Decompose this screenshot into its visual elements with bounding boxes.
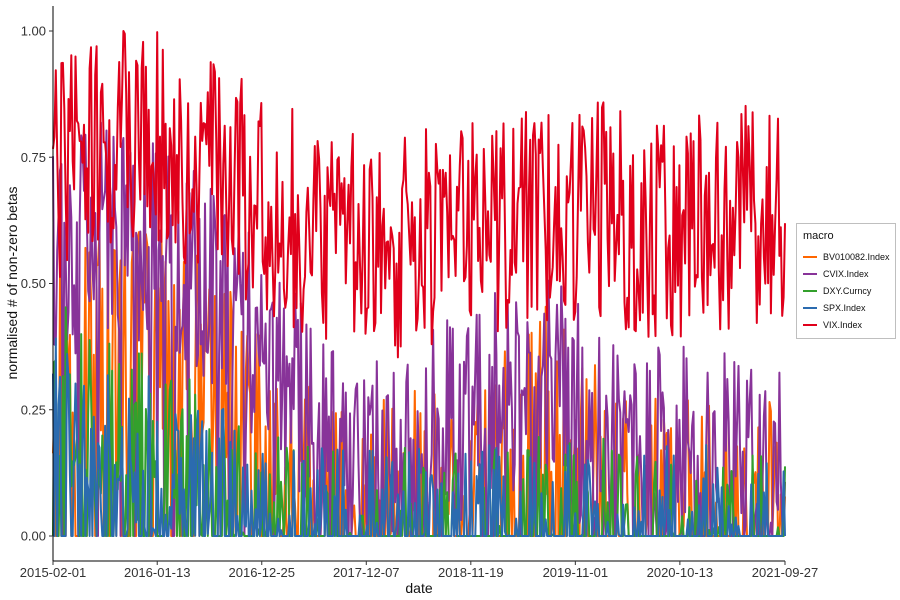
x-tick-label: 2016-01-13 bbox=[124, 565, 191, 580]
x-tick-label: 2016-12-25 bbox=[229, 565, 296, 580]
legend-item: DXY.Curncy bbox=[803, 282, 889, 299]
legend-label: DXY.Curncy bbox=[823, 285, 872, 296]
legend-item: VIX.Index bbox=[803, 316, 889, 333]
legend-title: macro bbox=[803, 230, 834, 242]
legend-item: SPX.Index bbox=[803, 299, 889, 316]
legend-key-vix bbox=[803, 323, 817, 326]
legend-key-dxy bbox=[803, 289, 817, 292]
legend-label: CVIX.Index bbox=[823, 268, 869, 279]
x-axis-title: date bbox=[405, 580, 432, 596]
y-tick-label: 1.00 bbox=[21, 24, 46, 39]
x-tick-label: 2021-09-27 bbox=[752, 565, 819, 580]
y-tick-label: 0.50 bbox=[21, 276, 46, 291]
x-tick-label: 2019-11-01 bbox=[543, 565, 609, 580]
x-tick-label: 2017-12-07 bbox=[333, 565, 400, 580]
series-line-vix-index bbox=[52, 30, 786, 359]
series-line-spx-index bbox=[52, 337, 786, 537]
legend-item: CVIX.Index bbox=[803, 265, 889, 282]
legend-label: VIX.Index bbox=[823, 319, 863, 330]
x-tick-label: 2018-11-19 bbox=[438, 565, 504, 580]
legend: macro BV010082.Index CVIX.Index DXY.Curn… bbox=[796, 223, 896, 339]
y-axis-title: normalised # of non-zero betas bbox=[4, 187, 20, 380]
ticks-layer: 0.00 0.25 0.50 0.75 1.00 2015-02-01 2016-01-13… bbox=[20, 24, 819, 581]
x-tick-label: 2015-02-01 bbox=[20, 565, 87, 580]
legend-key-bv010082 bbox=[803, 255, 817, 258]
legend-key-cvix bbox=[803, 272, 817, 275]
legend-label: BV010082.Index bbox=[823, 251, 890, 262]
y-tick-label: 0.25 bbox=[21, 402, 46, 417]
x-tick-label: 2020-10-13 bbox=[647, 565, 714, 580]
y-tick-label: 0.00 bbox=[21, 529, 46, 544]
legend-item: BV010082.Index bbox=[803, 248, 890, 265]
legend-label: SPX.Index bbox=[823, 302, 866, 313]
y-tick-label: 0.75 bbox=[21, 150, 46, 165]
series-layer bbox=[52, 30, 786, 537]
legend-key-spx bbox=[803, 306, 817, 309]
